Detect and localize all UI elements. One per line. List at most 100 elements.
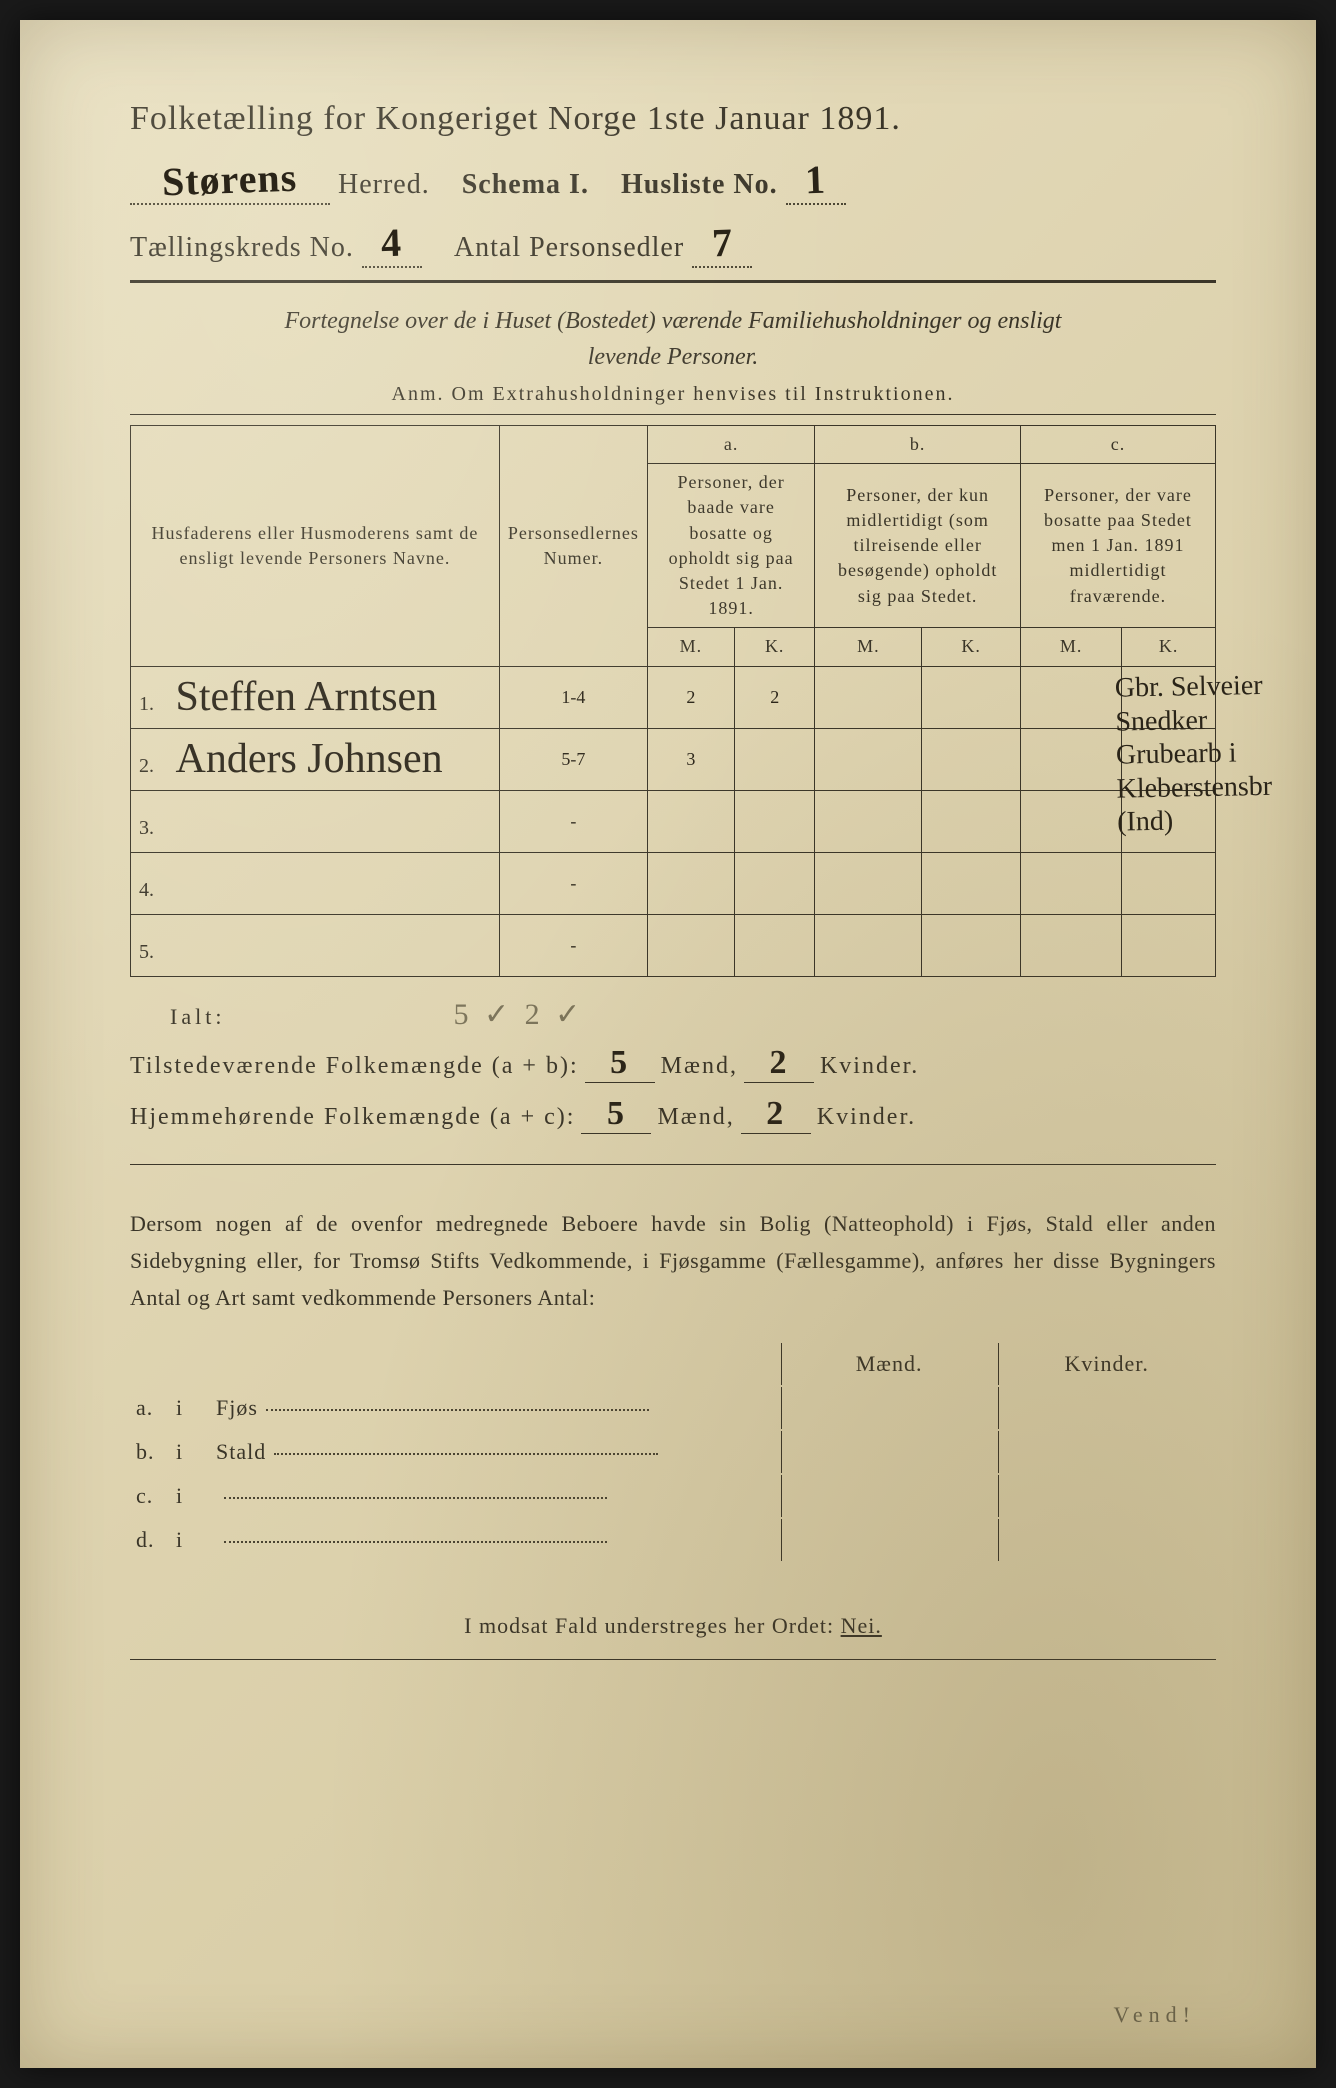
sub-label: a.iFjøs — [132, 1387, 779, 1429]
col-header-num: Personsedlernes Numer. — [499, 426, 647, 667]
husliste-field: 1 — [786, 156, 846, 205]
subtitle-line1: Fortegnelse over de i Huset (Bostedet) v… — [285, 308, 1062, 334]
cell-ak — [734, 914, 814, 976]
tilstede-row: Tilstedeværende Folkemængde (a + b): 5 M… — [130, 1044, 1216, 1083]
cell-num: - — [499, 852, 647, 914]
cell-am — [647, 790, 734, 852]
cell-bk — [922, 666, 1021, 728]
cell-name: 5. — [131, 914, 500, 976]
census-table: Husfaderens eller Husmoderens samt de en… — [130, 425, 1216, 977]
tilstede-label: Tilstedeværende Folkemængde (a + b): — [130, 1053, 579, 1080]
cell-name: 1. Steffen Arntsen — [131, 666, 500, 728]
cell-bk — [922, 852, 1021, 914]
cell-cm — [1020, 728, 1121, 790]
vend-note: Vend! — [1113, 2002, 1196, 2028]
table-row: 2. Anders Johnsen5-73 — [131, 728, 1216, 790]
ialt-pencil: 5 ✓ 2 ✓ — [453, 998, 584, 1031]
cell-bm — [815, 728, 922, 790]
cell-bk — [922, 790, 1021, 852]
subtitle-line2: levende Personer. — [588, 344, 759, 370]
footer-line: I modsat Fald understreges her Ordet: Ne… — [130, 1613, 1216, 1639]
kreds-field: 4 — [362, 219, 422, 268]
ialt-label: Ialt: — [170, 1004, 225, 1029]
personsedler-field: 7 — [692, 219, 752, 268]
sub-m — [781, 1387, 997, 1429]
kreds-label: Tællingskreds No. — [130, 232, 354, 264]
col-header-c: Personer, der vare bosatte paa Stedet me… — [1020, 464, 1215, 628]
header-line-2: Størens Herred. Schema I. Husliste No. 1 — [130, 156, 1216, 205]
tilstede-m: 5 — [610, 1044, 629, 1082]
divider — [130, 1659, 1216, 1660]
building-row: d.i — [132, 1519, 1214, 1561]
sub-k — [998, 1475, 1214, 1517]
sub-label: b.iStald — [132, 1431, 779, 1473]
hjemme-label: Hjemmehørende Folkemængde (a + c): — [130, 1104, 575, 1131]
cell-name: 2. Anders Johnsen — [131, 728, 500, 790]
personsedler-label: Antal Personsedler — [454, 232, 684, 264]
table-row: 3. - — [131, 790, 1216, 852]
sub-k — [998, 1431, 1214, 1473]
cell-ak: 2 — [734, 666, 814, 728]
sub-maend-head: Mænd. — [781, 1343, 997, 1385]
cell-bk — [922, 914, 1021, 976]
cell-ak — [734, 790, 814, 852]
col-c-k: K. — [1122, 628, 1216, 666]
sub-kvinder-head: Kvinder. — [998, 1343, 1214, 1385]
cell-num: - — [499, 790, 647, 852]
col-header-b: Personer, der kun midlertidigt (som tilr… — [815, 464, 1021, 628]
sub-m — [781, 1431, 997, 1473]
cell-ck — [1122, 914, 1216, 976]
divider — [130, 414, 1216, 415]
herred-label: Herred. — [338, 169, 430, 201]
footer-text: I modsat Fald understreges her Ordet: — [464, 1613, 834, 1638]
cell-name: 4. — [131, 852, 500, 914]
hjemme-row: Hjemmehørende Folkemængde (a + c): 5 Mæn… — [130, 1095, 1216, 1134]
sub-m — [781, 1519, 997, 1561]
personsedler-value: 7 — [711, 219, 734, 267]
cell-bm — [815, 666, 922, 728]
cell-bm — [815, 790, 922, 852]
cell-bk — [922, 728, 1021, 790]
cell-cm — [1020, 790, 1121, 852]
sub-k — [998, 1387, 1214, 1429]
hjemme-k: 2 — [766, 1095, 785, 1133]
cell-ak — [734, 728, 814, 790]
cell-ck — [1122, 852, 1216, 914]
cell-num: 1-4 — [499, 666, 647, 728]
annotation-note: Anm. Om Extrahusholdninger henvises til … — [130, 383, 1216, 406]
cell-am: 3 — [647, 728, 734, 790]
sub-k — [998, 1519, 1214, 1561]
table-row: 1. Steffen Arntsen1-422 — [131, 666, 1216, 728]
col-header-b-top: b. — [815, 426, 1021, 464]
census-form-page: Folketælling for Kongeriget Norge 1ste J… — [20, 20, 1316, 2068]
col-header-name: Husfaderens eller Husmoderens samt de en… — [131, 426, 500, 667]
maend-label-2: Mænd, — [657, 1104, 734, 1131]
kvinder-label-2: Kvinder. — [817, 1104, 916, 1131]
cell-num: - — [499, 914, 647, 976]
building-row: c.i — [132, 1475, 1214, 1517]
col-b-m: M. — [815, 628, 922, 666]
cell-cm — [1020, 666, 1121, 728]
building-table: Mænd. Kvinder. a.iFjøsb.iStaldc.id.i — [130, 1341, 1216, 1563]
cell-am — [647, 852, 734, 914]
cell-bm — [815, 852, 922, 914]
divider — [130, 280, 1216, 283]
nei-word: Nei. — [841, 1613, 882, 1638]
husliste-value: 1 — [804, 156, 827, 204]
main-title: Folketælling for Kongeriget Norge 1ste J… — [130, 100, 1216, 138]
building-row: a.iFjøs — [132, 1387, 1214, 1429]
cell-ak — [734, 852, 814, 914]
cell-name: 3. — [131, 790, 500, 852]
col-a-k: K. — [734, 628, 814, 666]
sub-m — [781, 1475, 997, 1517]
margin-annotation: Gbr. Selveier Snedker Grubearb i Klebers… — [1115, 668, 1298, 839]
table-row: 4. - — [131, 852, 1216, 914]
kreds-value: 4 — [381, 219, 404, 267]
sub-label: d.i — [132, 1519, 779, 1561]
maend-label: Mænd, — [661, 1053, 738, 1080]
cell-num: 5-7 — [499, 728, 647, 790]
hjemme-m: 5 — [607, 1095, 626, 1133]
header-line-3: Tællingskreds No. 4 Antal Personsedler 7 — [130, 219, 1216, 268]
table-row: 5. - — [131, 914, 1216, 976]
kvinder-label: Kvinder. — [820, 1053, 919, 1080]
